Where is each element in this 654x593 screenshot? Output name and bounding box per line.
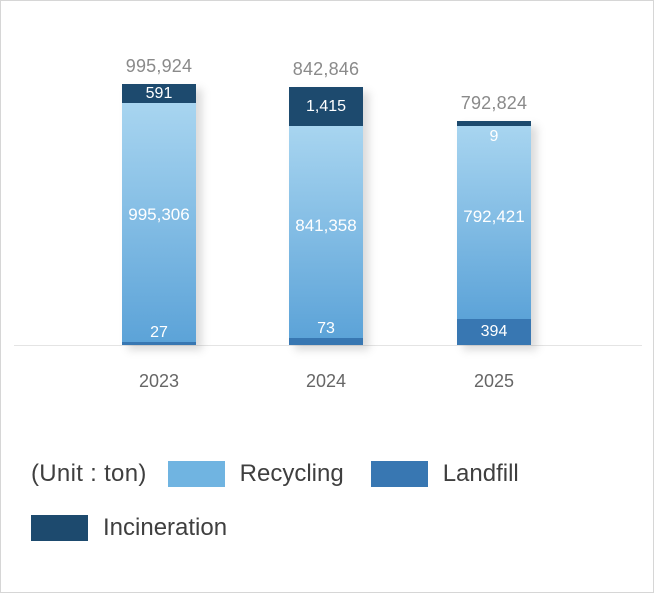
bar-2025: 792,421 9 394 <box>457 121 531 345</box>
legend-label-incineration: Incineration <box>103 514 228 541</box>
bar-segment-landfill: 394 <box>457 319 531 345</box>
incineration-value-label: 9 <box>489 128 499 145</box>
recycling-value-label: 792,421 <box>463 206 525 226</box>
stacked-bar-chart: 995,924 591 995,306 27 2023 842,846 1,415 841,3… <box>1 1 653 421</box>
unit-label: (Unit : ton) <box>31 460 147 487</box>
x-axis-baseline <box>14 345 642 346</box>
landfill-swatch-icon <box>370 461 428 487</box>
year-label-2023: 2023 <box>138 371 180 391</box>
year-label-2025: 2025 <box>473 371 515 391</box>
bar-segment-recycling: 841,358 73 <box>289 126 363 338</box>
legend-label-recycling: Recycling <box>239 460 344 487</box>
bar-segment-landfill <box>289 338 363 345</box>
landfill-value-label: 73 <box>317 320 335 337</box>
incineration-value-label: 1,415 <box>305 98 347 115</box>
total-value-label: 995,924 <box>125 56 193 76</box>
legend-row-1: (Unit : ton) Recycling Landfill <box>31 460 546 488</box>
incineration-value-label: 591 <box>145 85 173 102</box>
bar-2024: 1,415 841,358 73 <box>289 87 363 345</box>
bar-segment-landfill <box>122 342 196 345</box>
year-label-2024: 2024 <box>305 371 347 391</box>
landfill-value-label: 27 <box>150 324 168 341</box>
total-value-label: 842,846 <box>292 59 360 79</box>
legend-label-landfill: Landfill <box>442 460 519 487</box>
bar-segment-incineration: 591 <box>122 84 196 103</box>
bar-segment-incineration <box>457 121 531 126</box>
recycling-value-label: 995,306 <box>128 205 190 225</box>
legend-row-2: Incineration <box>31 514 546 542</box>
bar-segment-recycling: 792,421 9 <box>457 126 531 319</box>
recycling-value-label: 841,358 <box>295 215 357 235</box>
total-value-label: 792,824 <box>460 93 528 113</box>
incineration-swatch-icon <box>31 515 88 541</box>
bar-segment-recycling: 995,306 27 <box>122 103 196 342</box>
landfill-value-label: 394 <box>480 323 508 340</box>
recycling-swatch-icon <box>167 461 225 487</box>
bar-segment-incineration: 1,415 <box>289 87 363 126</box>
chart-legend: (Unit : ton) Recycling Landfill Incinera… <box>31 460 546 542</box>
bar-2023: 591 995,306 27 <box>122 84 196 345</box>
